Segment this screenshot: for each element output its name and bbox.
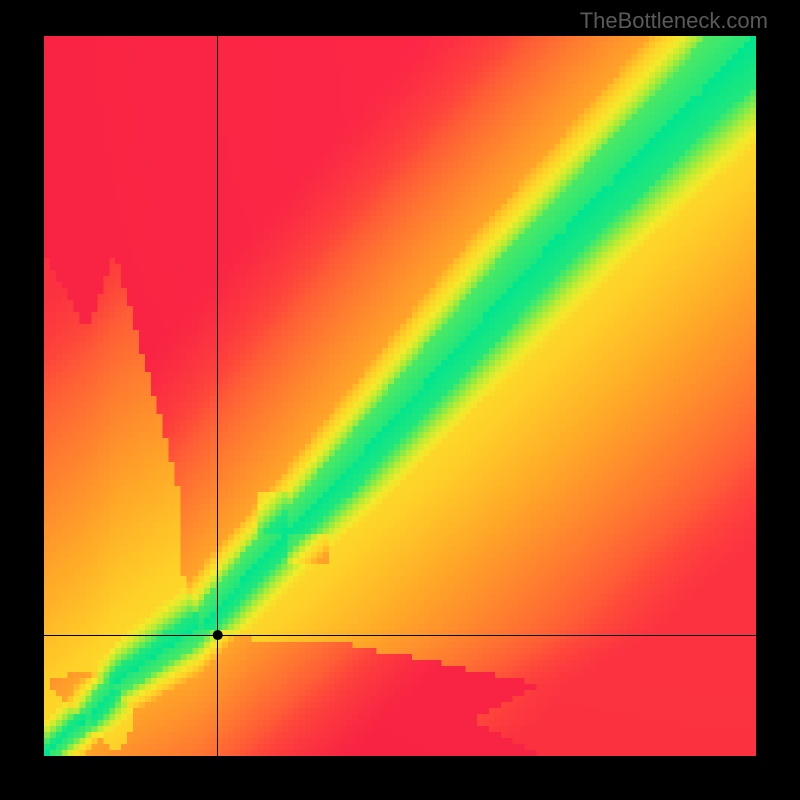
bottleneck-heatmap [44,36,756,756]
crosshair-horizontal [44,635,756,636]
watermark-text: TheBottleneck.com [580,8,768,34]
chart-root: TheBottleneck.com [0,0,800,800]
crosshair-vertical [217,36,218,756]
